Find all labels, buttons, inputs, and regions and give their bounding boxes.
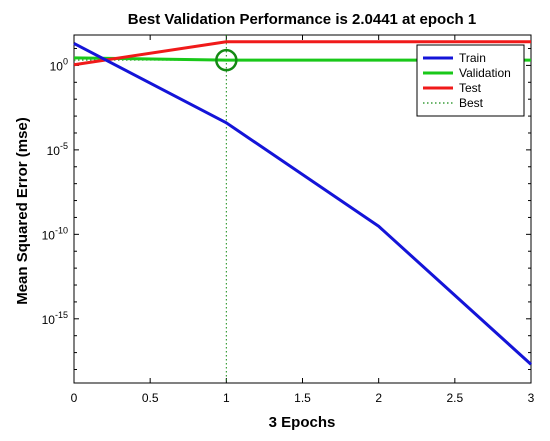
y-tick-label: 10-15 bbox=[42, 310, 68, 327]
chart-title: Best Validation Performance is 2.0441 at… bbox=[128, 11, 476, 28]
x-tick-label: 1.5 bbox=[294, 391, 311, 405]
x-axis-label: 3 Epochs bbox=[269, 414, 336, 431]
best-point-marker bbox=[215, 48, 238, 72]
y-tick-label: 100 bbox=[50, 56, 68, 73]
x-tick-label: 2 bbox=[375, 391, 382, 405]
series-test-line bbox=[73, 40, 531, 67]
series-train-line bbox=[73, 42, 533, 366]
y-tick-label: 10-10 bbox=[42, 225, 68, 242]
y-tick-label: 10-5 bbox=[47, 141, 68, 158]
y-axis-label: Mean Squared Error (mse) bbox=[14, 117, 31, 305]
x-tick-label: 0.5 bbox=[142, 391, 159, 405]
x-tick-label: 0 bbox=[71, 391, 78, 405]
x-tick-label: 1 bbox=[223, 391, 230, 405]
plot-area: 0 0.5 1 1.5 2 2.5 3 100 10-5 10-10 10-15 bbox=[42, 34, 535, 405]
x-tick-label: 3 bbox=[528, 391, 535, 405]
legend-label-best: Best bbox=[459, 96, 484, 110]
legend-label-train: Train bbox=[459, 51, 486, 65]
x-tick-label: 2.5 bbox=[446, 391, 463, 405]
legend-label-test: Test bbox=[459, 81, 482, 95]
legend-label-validation: Validation bbox=[459, 66, 511, 80]
